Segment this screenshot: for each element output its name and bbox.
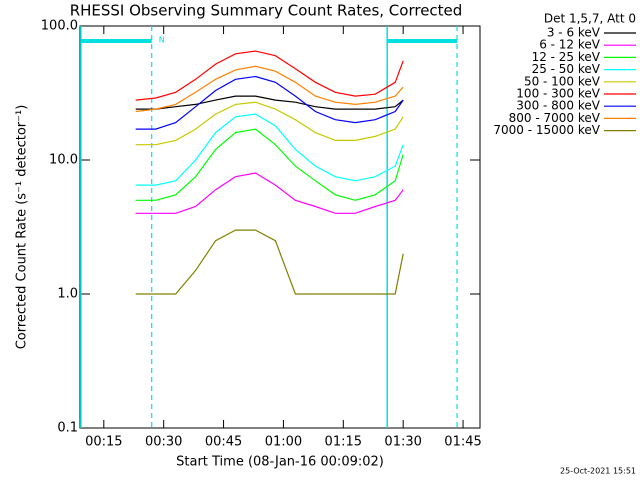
chart-title: RHESSI Observing Summary Count Rates, Co…: [70, 2, 463, 20]
x-axis-label: Start Time (08-Jan-16 00:09:02): [176, 455, 384, 470]
x-tick-label: 01:45: [444, 435, 481, 450]
series-line: [135, 172, 404, 214]
y-tick-label: 0.1: [57, 421, 78, 436]
x-tick-label: 01:00: [265, 435, 302, 450]
legend-label: 7000 - 15000 keV: [493, 123, 600, 137]
legend-title: Det 1,5,7, Att 0: [544, 12, 636, 26]
series-line: [135, 75, 404, 130]
annotation: N: [159, 36, 165, 45]
y-tick-label: 10.0: [49, 153, 78, 168]
y-tick-label: 1.0: [57, 287, 78, 302]
series-line: [135, 65, 404, 113]
series-line: [135, 95, 404, 110]
legend-label: 800 - 7000 keV: [509, 111, 601, 125]
x-tick-label: 01:30: [384, 435, 421, 450]
x-tick-label: 00:45: [205, 435, 242, 450]
series-line: [135, 101, 404, 146]
series-line: [135, 128, 404, 201]
legend-label: 6 - 12 keV: [539, 38, 601, 52]
footer: 25-Oct-2021 15:51: [560, 467, 636, 476]
y-tick-label: 100.0: [41, 19, 78, 34]
x-tick-label: 00:30: [145, 435, 182, 450]
series-line: [135, 50, 404, 101]
plot-frame: [79, 25, 481, 429]
x-tick-label: 00:15: [85, 435, 122, 450]
legend-label: 50 - 100 keV: [524, 74, 601, 88]
legend-label: 25 - 50 keV: [532, 62, 601, 76]
series-line: [135, 113, 404, 186]
legend-label: 12 - 25 keV: [532, 50, 601, 64]
y-axis-label: Corrected Count Rate (s⁻¹ detector⁻¹): [15, 105, 30, 350]
legend-label: 300 - 800 keV: [516, 99, 600, 113]
legend-label: 100 - 300 keV: [516, 87, 600, 101]
series-line: [135, 229, 404, 295]
x-tick-label: 01:15: [325, 435, 362, 450]
legend-label: 3 - 6 keV: [547, 26, 601, 40]
